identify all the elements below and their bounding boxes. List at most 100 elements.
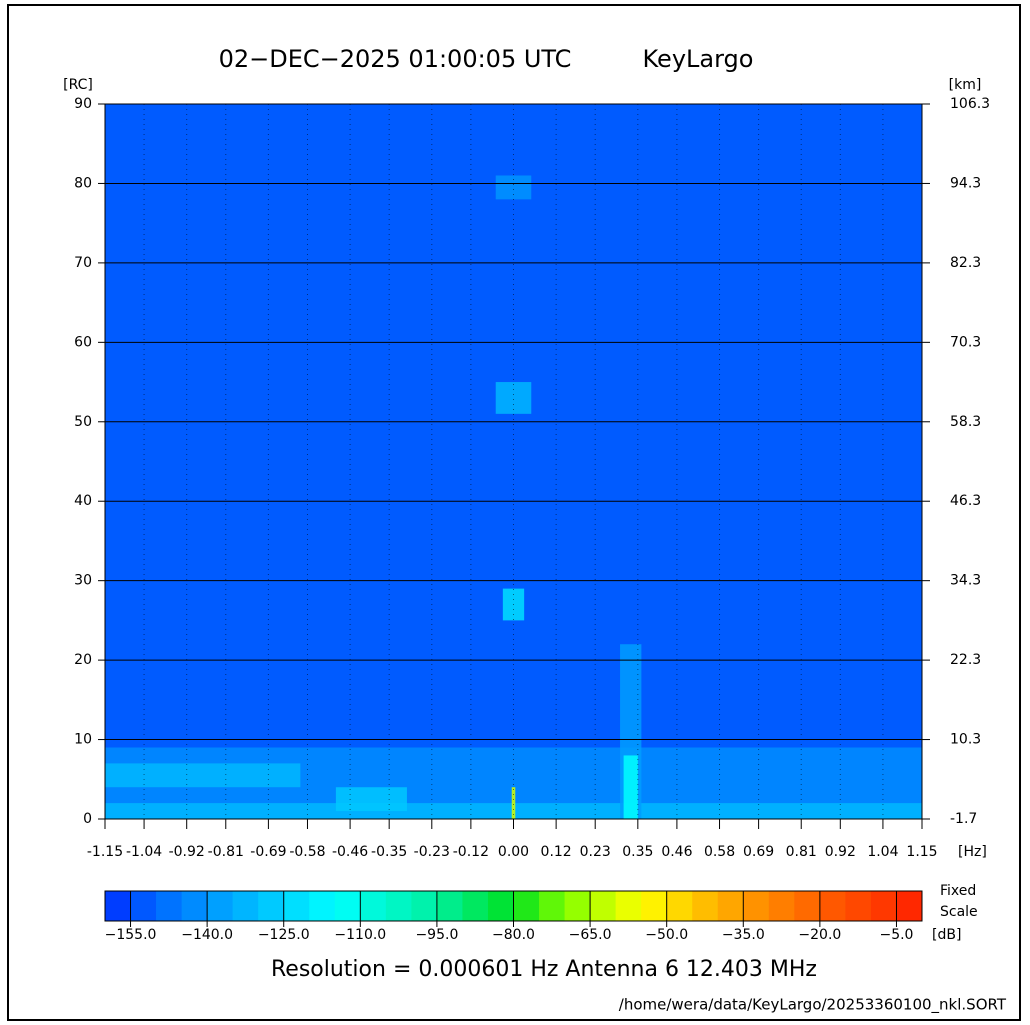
- colorbar-cell: [487, 891, 514, 921]
- colorbar-tick-label: −140.0: [181, 927, 233, 943]
- x-tick-label: -0.35: [371, 844, 407, 860]
- x-tick-label: 0.23: [580, 844, 611, 860]
- x-tick-label: 0.12: [541, 844, 572, 860]
- colorbar-tick-label: −5.0: [879, 927, 913, 943]
- x-tick-label: 0.58: [704, 844, 735, 860]
- colorbar-cell: [794, 891, 821, 921]
- colorbar-tick-label: −35.0: [722, 927, 765, 943]
- y2-tick-label: 46.3: [950, 493, 981, 509]
- x-tick-label: 1.04: [867, 844, 898, 860]
- colorbar-cell: [615, 891, 642, 921]
- colorbar-cell: [513, 891, 540, 921]
- colorbar-cell: [768, 891, 795, 921]
- colorbar-cell: [819, 891, 846, 921]
- colorbar-tick-label: −110.0: [334, 927, 386, 943]
- x-tick-label: -1.15: [87, 844, 123, 860]
- colorbar-label: [dB]: [932, 927, 961, 943]
- x-tick-label: -0.92: [169, 844, 205, 860]
- heatmap-cell: [495, 175, 532, 200]
- heatmap-cell: [495, 382, 532, 414]
- y-tick-label: 80: [74, 175, 92, 191]
- colorbar-cell: [232, 891, 259, 921]
- y-tick-label: 90: [74, 96, 92, 112]
- frame: [7, 4, 1021, 1021]
- colorbar-cell: [717, 891, 744, 921]
- colorbar-cell: [283, 891, 310, 921]
- y-axis-label: [RC]: [63, 77, 93, 93]
- colorbar-cell: [309, 891, 336, 921]
- colorbar-cell: [564, 891, 591, 921]
- x-tick-label: -0.58: [289, 844, 325, 860]
- y-tick-label: 50: [74, 414, 92, 430]
- x-tick-label: 0.92: [825, 844, 856, 860]
- colorbar-cell: [385, 891, 412, 921]
- colorbar-cell: [743, 891, 770, 921]
- y-tick-label: 60: [74, 334, 92, 350]
- y2-tick-label: 22.3: [950, 652, 981, 668]
- y2-tick-label: 58.3: [950, 414, 981, 430]
- x-tick-label: 0.69: [743, 844, 774, 860]
- y-tick-label: 10: [74, 732, 92, 748]
- colorbar-cell: [334, 891, 361, 921]
- x-tick-label: -1.04: [126, 844, 162, 860]
- y2-tick-label: 106.3: [950, 96, 990, 112]
- y2-tick-label: 34.3: [950, 573, 981, 589]
- colorbar-note: Scale: [940, 904, 978, 920]
- station-name: KeyLargo: [643, 45, 754, 73]
- colorbar-cell: [462, 891, 489, 921]
- heatmap-cell: [105, 763, 301, 788]
- x-tick-label: -0.46: [332, 844, 368, 860]
- colorbar-cell: [539, 891, 566, 921]
- colorbar-cell: [641, 891, 668, 921]
- y-tick-label: 0: [83, 811, 92, 827]
- colorbar-tick-label: −125.0: [258, 927, 310, 943]
- colorbar-cell: [692, 891, 719, 921]
- y-tick-label: 30: [74, 573, 92, 589]
- colorbar-tick-label: −65.0: [569, 927, 612, 943]
- colorbar-cell: [156, 891, 183, 921]
- colorbar-cell: [130, 891, 157, 921]
- x-axis-label: [Hz]: [958, 844, 987, 860]
- colorbar-cell: [845, 891, 872, 921]
- heatmap-cell: [511, 787, 516, 819]
- colorbar-cell: [436, 891, 463, 921]
- colorbar-tick-label: −95.0: [415, 927, 458, 943]
- y2-tick-label: 94.3: [950, 175, 981, 191]
- x-tick-label: 0.81: [786, 844, 817, 860]
- colorbar-cell: [666, 891, 693, 921]
- colorbar-tick-label: −155.0: [105, 927, 157, 943]
- colorbar-cell: [105, 891, 132, 921]
- x-tick-label: 0.35: [622, 844, 653, 860]
- y2-tick-label: 82.3: [950, 255, 981, 271]
- y-tick-label: 40: [74, 493, 92, 509]
- colorbar-cell: [360, 891, 387, 921]
- colorbar-cell: [896, 891, 923, 921]
- x-tick-label: -0.69: [250, 844, 286, 860]
- x-tick-label: -0.81: [208, 844, 244, 860]
- y-tick-label: 20: [74, 652, 92, 668]
- colorbar-tick-label: −20.0: [798, 927, 841, 943]
- x-tick-label: 1.15: [906, 844, 937, 860]
- colorbar-tick-label: −80.0: [492, 927, 535, 943]
- colorbar-cell: [181, 891, 208, 921]
- footer-path: /home/wera/data/KeyLargo/20253360100_nkl…: [619, 996, 1007, 1015]
- plot-border: [104, 103, 923, 820]
- y2-tick-label: -1.7: [950, 811, 977, 827]
- x-tick-label: 0.00: [498, 844, 529, 860]
- y2-axis-label: [km]: [949, 77, 982, 93]
- y2-tick-label: 70.3: [950, 334, 981, 350]
- colorbar-cell: [258, 891, 285, 921]
- heatmap-background: [105, 104, 922, 819]
- y-tick-label: 70: [74, 255, 92, 271]
- colorbar-cell: [870, 891, 897, 921]
- colorbar-note: Fixed: [940, 883, 976, 899]
- colorbar-cell: [590, 891, 617, 921]
- info-line: Resolution = 0.000601 Hz Antenna 6 12.40…: [271, 957, 817, 982]
- x-tick-label: -0.23: [414, 844, 450, 860]
- colorbar-cell: [411, 891, 438, 921]
- colorbar-tick-label: −50.0: [645, 927, 688, 943]
- colorbar-cell: [207, 891, 234, 921]
- x-tick-label: -0.12: [453, 844, 489, 860]
- heatmap-cell: [335, 787, 407, 812]
